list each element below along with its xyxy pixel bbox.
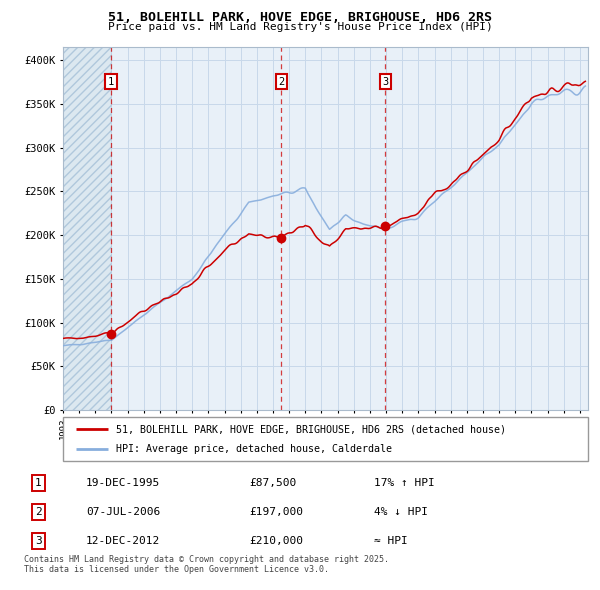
Text: 1: 1 [108, 77, 114, 87]
Text: Price paid vs. HM Land Registry's House Price Index (HPI): Price paid vs. HM Land Registry's House … [107, 22, 493, 32]
Text: 2: 2 [35, 507, 41, 517]
Text: £197,000: £197,000 [250, 507, 304, 517]
Text: 3: 3 [382, 77, 388, 87]
Text: £210,000: £210,000 [250, 536, 304, 546]
Text: 12-DEC-2012: 12-DEC-2012 [86, 536, 160, 546]
Text: 2: 2 [278, 77, 284, 87]
Text: 51, BOLEHILL PARK, HOVE EDGE, BRIGHOUSE, HD6 2RS: 51, BOLEHILL PARK, HOVE EDGE, BRIGHOUSE,… [108, 11, 492, 24]
Text: ≈ HPI: ≈ HPI [374, 536, 407, 546]
Text: 07-JUL-2006: 07-JUL-2006 [86, 507, 160, 517]
Text: 51, BOLEHILL PARK, HOVE EDGE, BRIGHOUSE, HD6 2RS (detached house): 51, BOLEHILL PARK, HOVE EDGE, BRIGHOUSE,… [115, 424, 505, 434]
Text: 17% ↑ HPI: 17% ↑ HPI [374, 478, 434, 488]
Text: 4% ↓ HPI: 4% ↓ HPI [374, 507, 428, 517]
Text: 19-DEC-1995: 19-DEC-1995 [86, 478, 160, 488]
Text: 3: 3 [35, 536, 41, 546]
Text: Contains HM Land Registry data © Crown copyright and database right 2025.
This d: Contains HM Land Registry data © Crown c… [24, 555, 389, 574]
Text: £87,500: £87,500 [250, 478, 297, 488]
Text: 1: 1 [35, 478, 41, 488]
Text: HPI: Average price, detached house, Calderdale: HPI: Average price, detached house, Cald… [115, 444, 392, 454]
FancyBboxPatch shape [63, 417, 588, 461]
